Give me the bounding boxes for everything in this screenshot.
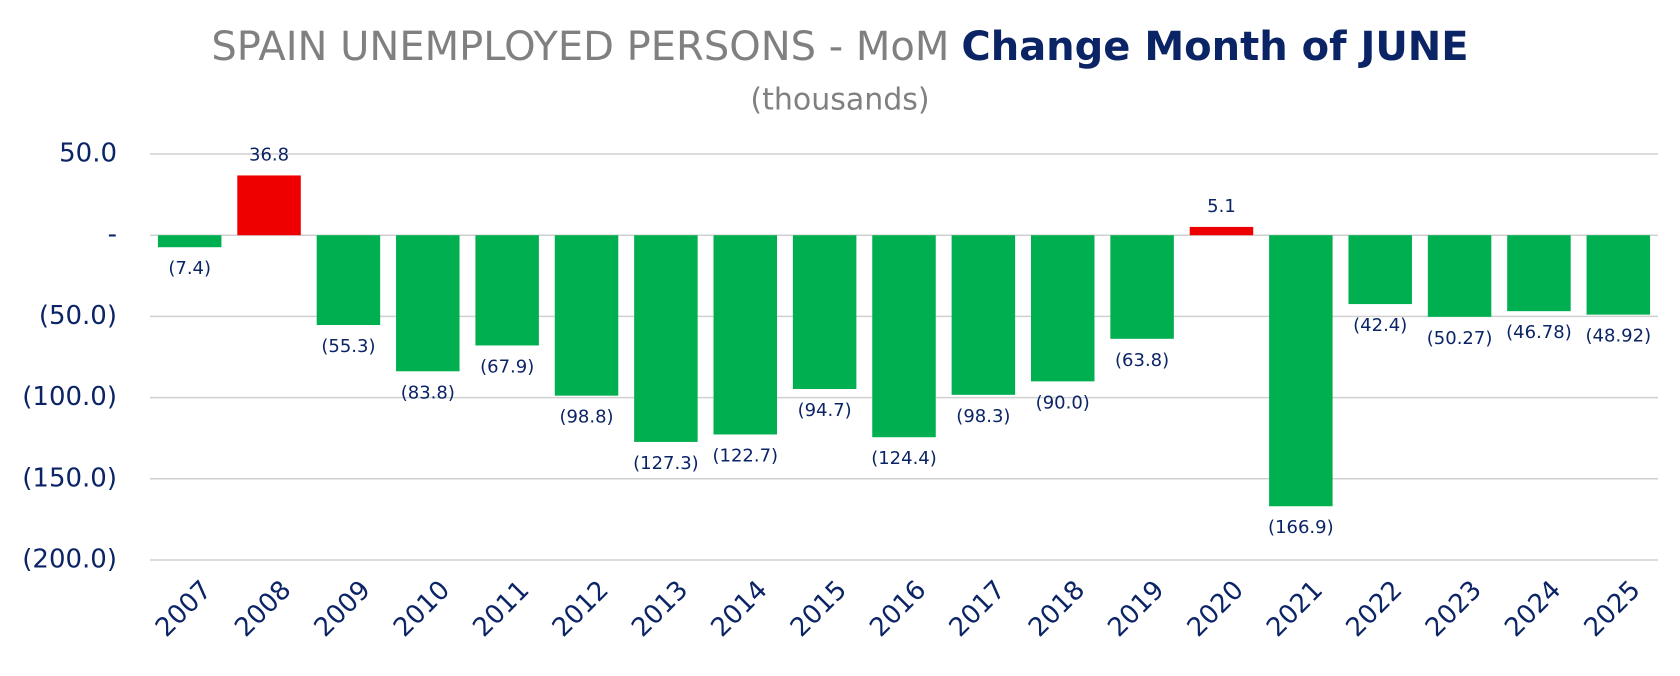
data-label: (90.0) xyxy=(1036,392,1090,413)
x-tick-label: 2021 xyxy=(1261,575,1329,643)
bar xyxy=(713,235,778,435)
bar xyxy=(792,235,857,389)
data-label: (94.7) xyxy=(798,400,852,421)
x-tick-label: 2014 xyxy=(706,575,774,643)
x-tick-label: 2025 xyxy=(1579,575,1647,643)
y-tick-label: 50.0 xyxy=(59,139,117,169)
data-label: (46.78) xyxy=(1506,322,1572,343)
data-label: (42.4) xyxy=(1353,315,1407,336)
data-label: (48.92) xyxy=(1586,326,1652,347)
bar xyxy=(1586,235,1651,315)
bar xyxy=(1507,235,1571,312)
data-label: (67.9) xyxy=(480,356,534,377)
data-label: (124.4) xyxy=(871,448,937,469)
data-label: 5.1 xyxy=(1207,196,1236,217)
y-tick-label: - xyxy=(108,220,117,250)
bar xyxy=(157,235,222,248)
bar xyxy=(1110,235,1174,339)
x-tick-label: 2018 xyxy=(1023,575,1091,643)
bar xyxy=(237,175,301,236)
bar xyxy=(1269,235,1333,507)
bar xyxy=(554,235,619,396)
x-tick-label: 2008 xyxy=(229,575,297,643)
data-label: (83.8) xyxy=(401,382,455,403)
y-tick-label: (100.0) xyxy=(22,382,117,412)
bar xyxy=(475,235,539,346)
x-tick-label: 2023 xyxy=(1420,575,1488,643)
data-label: (98.3) xyxy=(956,406,1010,427)
bar xyxy=(1189,226,1254,236)
x-tick-label: 2011 xyxy=(467,575,535,643)
x-tick-label: 2017 xyxy=(944,575,1012,643)
bar xyxy=(872,235,936,438)
bar xyxy=(1348,235,1412,305)
y-tick-label: (200.0) xyxy=(22,545,117,575)
data-label: (55.3) xyxy=(321,336,375,357)
bar xyxy=(951,235,1016,395)
title-main: SPAIN UNEMPLOYED PERSONS - MoM xyxy=(211,24,949,70)
y-tick-label: (150.0) xyxy=(22,463,117,493)
x-tick-label: 2013 xyxy=(626,575,694,643)
bar xyxy=(1030,235,1095,382)
data-label: (166.9) xyxy=(1268,517,1334,538)
bar xyxy=(316,235,381,326)
x-tick-label: 2016 xyxy=(864,575,932,643)
x-tick-label: 2015 xyxy=(785,575,853,643)
x-tick-label: 2022 xyxy=(1340,575,1408,643)
x-tick-label: 2010 xyxy=(388,575,456,643)
data-label: (127.3) xyxy=(633,453,699,474)
chart-subtitle: (thousands) xyxy=(750,83,929,118)
data-label: (122.7) xyxy=(712,445,778,466)
x-tick-label: 2007 xyxy=(150,575,218,643)
bar xyxy=(396,235,460,372)
data-label: (50.27) xyxy=(1427,328,1493,349)
x-tick-label: 2019 xyxy=(1102,575,1170,643)
data-label: 36.8 xyxy=(249,144,289,165)
title-emphasis: Change Month of JUNE xyxy=(961,24,1468,70)
data-label: (98.8) xyxy=(559,407,613,428)
data-label: (7.4) xyxy=(168,258,211,279)
bar xyxy=(634,235,698,442)
x-tick-label: 2009 xyxy=(309,575,377,643)
data-label: (63.8) xyxy=(1115,350,1169,371)
x-tick-label: 2012 xyxy=(547,575,615,643)
bar xyxy=(1427,235,1492,317)
y-tick-label: (50.0) xyxy=(39,301,117,331)
chart-title: SPAIN UNEMPLOYED PERSONS - MoM Change Mon… xyxy=(211,24,1468,70)
x-tick-label: 2024 xyxy=(1499,575,1567,643)
x-tick-label: 2020 xyxy=(1182,575,1250,643)
